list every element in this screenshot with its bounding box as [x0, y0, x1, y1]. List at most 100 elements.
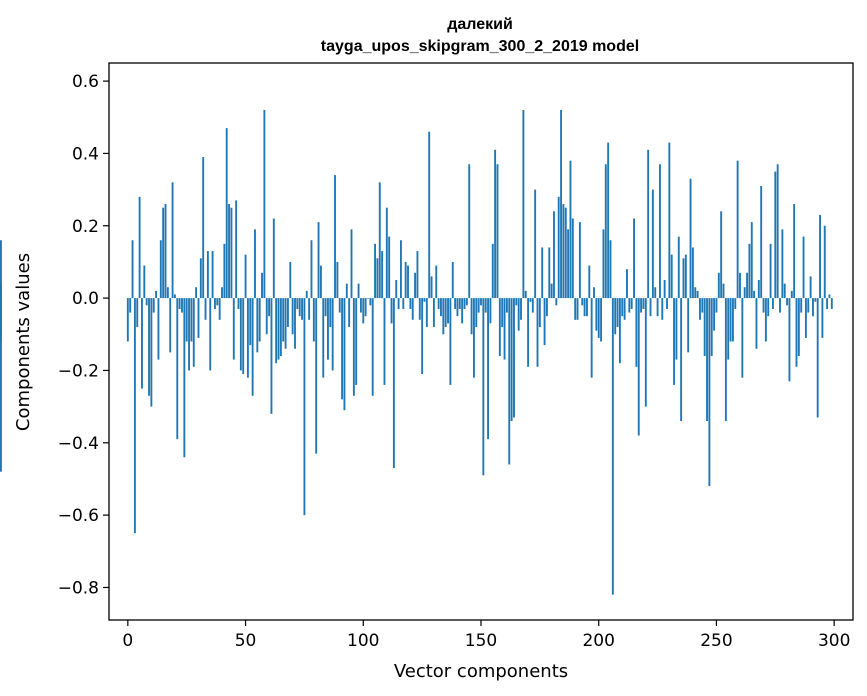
bar-288	[804, 298, 807, 338]
bar-265	[750, 222, 753, 299]
bar-249	[713, 298, 716, 331]
bar-67	[284, 298, 287, 349]
bar-263	[746, 272, 748, 299]
x-tick-label: 100	[347, 631, 379, 651]
bar-292	[814, 298, 817, 302]
bar-19	[171, 182, 174, 299]
bar-132	[437, 298, 440, 309]
bar-299	[830, 298, 833, 309]
bar-213	[628, 298, 631, 313]
bar-206	[611, 298, 614, 595]
bar-102	[367, 298, 369, 299]
bar-229	[666, 298, 668, 309]
bar-146	[470, 298, 473, 335]
bar-131	[435, 265, 438, 299]
bar-74	[301, 298, 303, 320]
bar-12	[155, 290, 158, 299]
bar-88	[334, 175, 336, 299]
bars-group	[0, 110, 833, 595]
bar-192	[578, 222, 581, 299]
bar-22	[178, 298, 181, 309]
bar-181	[553, 211, 555, 299]
bar-280	[786, 298, 789, 306]
bar-54	[254, 229, 256, 299]
bar-80	[315, 298, 318, 454]
bar-203	[604, 164, 607, 299]
bar-87	[331, 298, 334, 371]
bar-73	[298, 298, 301, 317]
bar-256	[729, 298, 732, 342]
bar-18	[169, 298, 172, 353]
bar-289	[807, 298, 810, 313]
bar-225	[656, 298, 659, 317]
bar-137	[449, 298, 452, 385]
bar-143	[463, 298, 466, 309]
bar-66	[282, 298, 285, 342]
bar-248	[710, 298, 713, 356]
bar-68	[286, 298, 289, 328]
bar-196	[588, 265, 591, 299]
bar-183	[557, 196, 560, 299]
bar-64	[277, 298, 280, 360]
bar-24	[183, 298, 186, 458]
bar-252	[720, 211, 723, 299]
bar-77	[308, 298, 311, 320]
bar-231	[670, 254, 673, 299]
bar-266	[753, 290, 756, 299]
bar-278	[781, 229, 784, 299]
bar-158	[498, 298, 501, 356]
bar-26	[188, 298, 190, 371]
bar-130	[432, 298, 435, 328]
bar-204	[607, 142, 610, 299]
bar-211	[623, 298, 626, 320]
bar-270	[762, 298, 765, 313]
bar-294	[819, 214, 821, 299]
bar-5	[138, 196, 141, 299]
bar-43	[228, 204, 231, 299]
bar-216	[635, 298, 638, 367]
bar-226	[658, 164, 661, 299]
bar-145	[468, 164, 471, 299]
bar-51	[246, 298, 249, 378]
x-tick-label: 250	[700, 631, 732, 651]
bar-8	[145, 298, 148, 306]
bar-202	[602, 229, 605, 299]
bar-170	[527, 298, 530, 367]
bar-193	[581, 298, 584, 306]
bar-1	[129, 298, 132, 313]
bar-251	[717, 272, 720, 299]
bar-127	[425, 298, 428, 328]
bar-109	[383, 298, 386, 385]
bar-13	[157, 298, 160, 360]
bar-219	[642, 298, 645, 309]
bar-198	[593, 287, 595, 299]
bar-121	[411, 298, 414, 320]
bar-10	[150, 298, 153, 407]
bar-212	[626, 269, 628, 299]
bar-282	[790, 290, 793, 299]
bar-16	[164, 204, 167, 299]
bar-55	[256, 298, 259, 353]
bar-79	[312, 298, 315, 342]
bar-138	[451, 261, 454, 299]
bar-186	[564, 207, 567, 299]
bar-31	[199, 258, 202, 299]
bar-164	[513, 298, 515, 418]
bar-103	[369, 298, 372, 306]
bar-254	[724, 298, 727, 422]
bar-240	[691, 247, 694, 299]
bar-297	[826, 298, 829, 309]
x-tick-label: 150	[465, 631, 497, 651]
bar-39	[218, 298, 221, 320]
bar-27	[190, 298, 193, 342]
bar-4	[136, 298, 139, 328]
bar-15	[162, 207, 165, 299]
bar-113	[392, 298, 395, 469]
bar-97	[355, 298, 358, 385]
bar-107	[378, 182, 381, 299]
bar-119	[407, 265, 409, 299]
bar-184	[560, 110, 562, 299]
bar-242	[696, 290, 699, 299]
y-tick-label: −0.2	[58, 361, 99, 381]
bar-112	[390, 298, 393, 324]
